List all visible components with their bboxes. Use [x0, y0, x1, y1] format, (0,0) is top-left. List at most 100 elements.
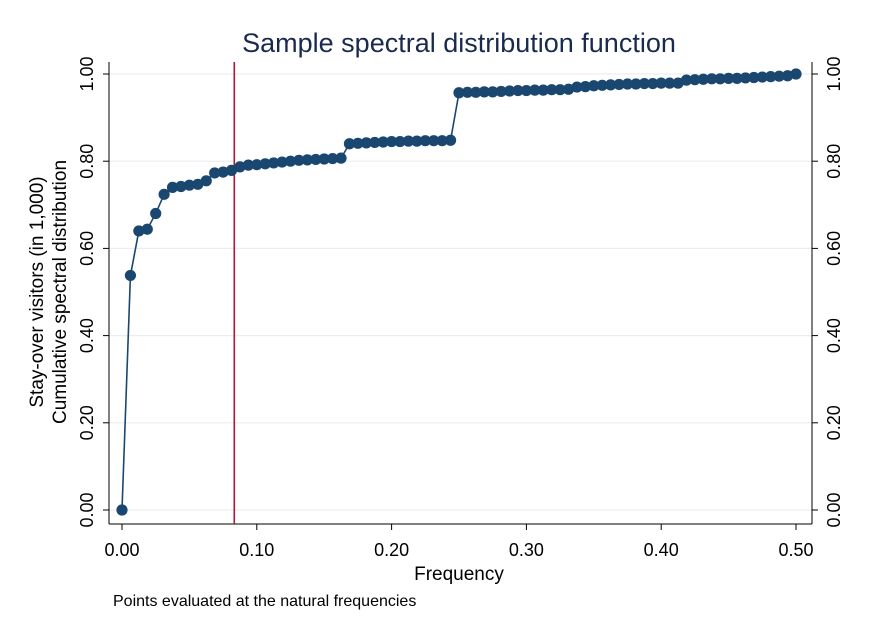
- data-point: [284, 155, 297, 167]
- data-point: [672, 77, 684, 89]
- data-point: [377, 136, 389, 148]
- chart-title: Sample spectral distribution function: [242, 28, 676, 58]
- data-point: [217, 166, 229, 178]
- data-points: [116, 68, 802, 516]
- data-point: [621, 78, 634, 90]
- data-point: [124, 269, 137, 282]
- data-point: [529, 84, 541, 96]
- y-tick-label-left: 0.60: [77, 231, 97, 266]
- data-point: [444, 134, 457, 146]
- data-point: [360, 137, 372, 149]
- tick-marks-and-labels: 0.00 0.00 0.20 0.20 0.40 0.40 0.60 0.60 0.80 0.80…: [77, 56, 844, 560]
- data-point: [613, 78, 625, 91]
- data-point: [748, 71, 760, 84]
- data-point: [175, 180, 187, 193]
- data-point: [765, 71, 777, 83]
- data-point: [318, 153, 330, 165]
- x-tick-label: 0.30: [509, 540, 544, 560]
- data-point: [192, 178, 204, 190]
- data-point: [310, 153, 322, 166]
- chart-note: Points evaluated at the natural frequenc…: [113, 593, 416, 610]
- data-point: [276, 156, 288, 168]
- data-point: [537, 84, 549, 96]
- x-tick-label: 0.20: [374, 540, 409, 560]
- data-point: [773, 70, 785, 82]
- data-point: [731, 72, 743, 84]
- data-point: [225, 164, 238, 176]
- data-point: [386, 135, 398, 148]
- data-point: [461, 86, 474, 98]
- data-point: [402, 135, 415, 147]
- data-point: [571, 81, 583, 93]
- data-point: [369, 136, 381, 149]
- y-tick-label-right: 0.80: [824, 144, 844, 179]
- data-point: [638, 77, 650, 90]
- data-point: [647, 77, 659, 90]
- y-tick-label-left: 0.80: [77, 144, 97, 179]
- data-point: [200, 175, 212, 187]
- data-point: [680, 74, 693, 86]
- grid-lines: [109, 73, 812, 511]
- data-point: [436, 135, 448, 147]
- data-point: [352, 137, 364, 149]
- y-tick-label-right: 0.40: [824, 318, 844, 353]
- y-tick-label-left: 0.00: [77, 492, 97, 527]
- data-point: [503, 85, 516, 97]
- x-tick-label: 0.00: [104, 540, 139, 560]
- data-point: [343, 138, 356, 150]
- x-tick-label: 0.10: [239, 540, 274, 560]
- data-point: [630, 78, 642, 90]
- data-point: [723, 72, 735, 84]
- data-point: [756, 71, 768, 83]
- y-tick-label-right: 1.00: [824, 56, 844, 91]
- data-point: [116, 504, 128, 516]
- data-point: [419, 135, 431, 147]
- x-tick-label: 0.40: [644, 540, 679, 560]
- axes: [108, 62, 813, 525]
- y-axis-label-line2: Cumulative spectral distribution: [50, 160, 71, 424]
- data-point: [689, 74, 701, 86]
- y-tick-label-right: 0.60: [824, 231, 844, 266]
- data-point: [234, 161, 246, 173]
- data-point: [141, 223, 153, 235]
- data-point: [655, 77, 667, 89]
- data-point: [562, 83, 575, 95]
- data-point: [394, 135, 406, 148]
- y-tick-label-right: 0.20: [824, 405, 844, 440]
- data-point: [739, 72, 752, 84]
- data-point: [268, 157, 280, 169]
- data-point: [183, 179, 195, 191]
- data-point: [554, 84, 566, 96]
- data-point: [158, 188, 170, 200]
- data-point: [301, 154, 313, 166]
- data-point: [495, 85, 507, 98]
- y-axis-label-line1: Stay-over visitors (in 1,000): [27, 176, 48, 407]
- data-point: [259, 158, 271, 170]
- data-point: [251, 159, 263, 171]
- data-point: [605, 79, 617, 91]
- data-point: [790, 68, 802, 80]
- data-point: [697, 73, 709, 85]
- x-axis-label: Frequency: [414, 564, 504, 585]
- y-tick-label-left: 0.40: [77, 318, 97, 353]
- data-point: [470, 86, 482, 98]
- y-tick-label-left: 0.20: [77, 405, 97, 440]
- data-point: [209, 167, 221, 179]
- data-point: [242, 159, 254, 171]
- data-point: [512, 84, 524, 97]
- data-point: [411, 135, 423, 147]
- data-point: [781, 70, 794, 82]
- x-tick-label: 0.50: [778, 540, 813, 560]
- data-point: [453, 87, 465, 99]
- data-point: [487, 86, 499, 98]
- data-point: [478, 86, 490, 98]
- data-point: [706, 73, 718, 85]
- y-tick-label-right: 0.00: [824, 492, 844, 527]
- series-line: [121, 73, 797, 511]
- data-point: [588, 80, 600, 92]
- data-point: [664, 77, 676, 89]
- data-point: [327, 152, 339, 165]
- data-point: [293, 154, 305, 166]
- data-point: [133, 225, 145, 237]
